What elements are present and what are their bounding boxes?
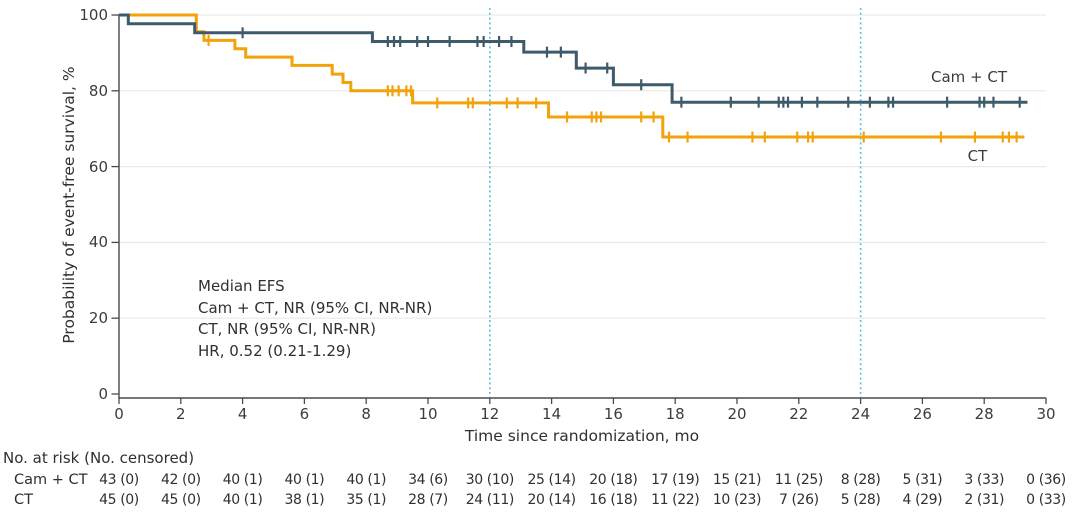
risk-cell: 11 (22) <box>651 492 700 508</box>
risk-cell: 2 (31) <box>964 492 1005 508</box>
risk-cell: 40 (1) <box>222 492 263 508</box>
risk-cell: 30 (10) <box>465 472 515 488</box>
risk-cell: 45 (0) <box>99 492 139 508</box>
risk-cell: 5 (28) <box>840 492 881 508</box>
y-tick-label-100: 100 <box>79 6 108 24</box>
risk-cell: 3 (33) <box>964 472 1005 488</box>
risk-cell: 11 (25) <box>774 472 824 488</box>
x-tick-label-2: 2 <box>176 405 186 423</box>
y-tick-label-0: 0 <box>98 385 108 403</box>
risk-cell: 35 (1) <box>346 492 387 508</box>
x-tick-label-20: 20 <box>727 405 747 423</box>
x-tick-label-30: 30 <box>1036 405 1056 423</box>
curve-label-ct: CT <box>967 147 988 165</box>
x-tick-label-24: 24 <box>851 405 871 423</box>
x-tick-label-8: 8 <box>361 405 371 423</box>
risk-cell: 24 (11) <box>465 492 515 508</box>
km-curve-ct <box>119 13 1025 139</box>
risk-cell: 28 (7) <box>408 492 448 508</box>
x-tick-label-26: 26 <box>912 405 932 423</box>
y-tick-label-60: 60 <box>88 157 108 176</box>
x-tick-label-10: 10 <box>418 405 438 423</box>
risk-cell: 8 (28) <box>840 472 881 488</box>
risk-cell: 40 (1) <box>222 472 263 488</box>
x-tick-label-14: 14 <box>542 405 562 423</box>
risk-cell: 0 (33) <box>1026 492 1066 508</box>
risk-cell: 42 (0) <box>160 472 201 488</box>
km-curve-cam-ct <box>119 13 1028 104</box>
risk-cell: 20 (14) <box>527 492 576 508</box>
x-tick-label-6: 6 <box>299 405 310 423</box>
y-tick-label-20: 20 <box>88 309 108 328</box>
annotation-line: Cam + CT, NR (95% CI, NR-NR) <box>198 298 433 317</box>
annotation-line: HR, 0.52 (0.21-1.29) <box>198 341 352 360</box>
risk-cell: 15 (21) <box>712 472 762 488</box>
x-tick-label-22: 22 <box>789 405 809 423</box>
risk-cell: 4 (29) <box>902 492 943 508</box>
risk-cell: 34 (6) <box>408 472 448 488</box>
risk-row-label-ct: CT <box>14 492 33 508</box>
risk-cell: 38 (1) <box>284 492 325 508</box>
x-tick-label-12: 12 <box>480 405 500 423</box>
risk-cell: 20 (18) <box>589 472 638 488</box>
risk-cell: 17 (19) <box>651 472 700 488</box>
curve-label-cam-ct: Cam + CT <box>930 68 1008 86</box>
risk-cell: 5 (31) <box>902 472 943 488</box>
risk-cell: 16 (18) <box>589 492 638 508</box>
x-tick-label-16: 16 <box>603 405 623 423</box>
risk-cell: 40 (1) <box>346 472 387 488</box>
risk-cell: 40 (1) <box>284 472 325 488</box>
risk-cell: 7 (26) <box>778 492 819 508</box>
median-efs-annotation: Median EFS Cam + CT, NR (95% CI, NR-NR) CT… <box>198 276 432 362</box>
risk-cell: 43 (0) <box>99 472 139 488</box>
risk-cell: 10 (23) <box>712 492 762 508</box>
risk-cell: 0 (36) <box>1026 472 1066 488</box>
risk-cell: 25 (14) <box>527 472 576 488</box>
x-tick-label-18: 18 <box>665 405 685 423</box>
x-tick-label-28: 28 <box>974 405 994 423</box>
x-tick-label-0: 0 <box>114 405 124 423</box>
risk-table-title: No. at risk (No. censored) <box>3 449 195 467</box>
y-tick-label-40: 40 <box>88 233 108 252</box>
y-axis-label: Probability of event-free survival, % <box>60 66 78 344</box>
risk-row-label-cam-ct: Cam + CT <box>14 472 88 488</box>
annotation-line: CT, NR (95% CI, NR-NR) <box>198 320 376 338</box>
y-tick-label-80: 80 <box>88 81 108 100</box>
risk-cell: 45 (0) <box>160 492 201 508</box>
x-axis-label: Time since randomization, mo <box>464 427 700 445</box>
annotation-line: Median EFS <box>198 277 285 295</box>
x-tick-label-4: 4 <box>237 405 248 423</box>
